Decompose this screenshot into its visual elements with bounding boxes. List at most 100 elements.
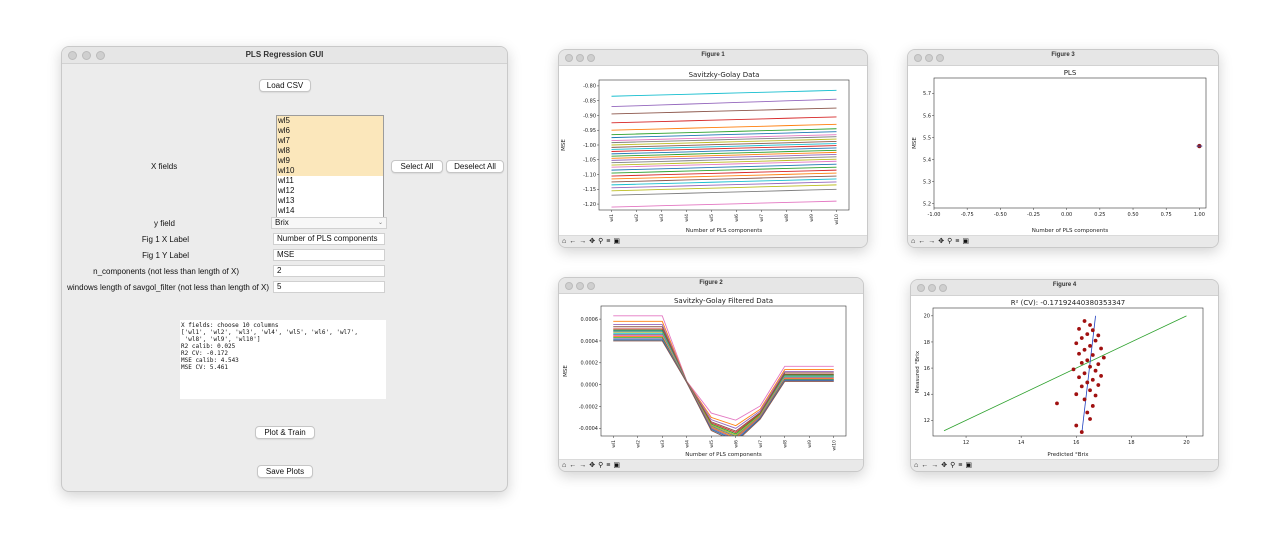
y-tick-label: 12 [924,418,930,424]
fig1-x-label-input[interactable]: Number of PLS components [273,233,385,245]
configure-icon[interactable]: ≡ [958,462,963,469]
y-tick-label: 5.2 [923,201,931,207]
x-field-item-wl13[interactable]: wl13 [278,196,295,205]
zoom-icon[interactable]: ⚲ [598,462,604,469]
window-length-input[interactable]: 5 [273,281,385,293]
configure-icon[interactable]: ≡ [606,238,611,245]
forward-arrow-icon[interactable]: → [928,238,936,245]
x-field-item-wl5[interactable]: wl5 [277,116,383,126]
save-icon[interactable]: ▣ [613,238,620,245]
x-fields-listbox[interactable]: wl5 wl6 wl7 wl8 wl9 wl10 wl11 wl12 wl13 wl14 [276,115,384,218]
close-window-button[interactable] [565,54,573,62]
output-line: R2 CV: -0.172 [181,350,228,357]
zoom-icon[interactable]: ⚲ [950,462,956,469]
deselect-all-button[interactable]: Deselect All [446,160,504,173]
x-field-item-wl6[interactable]: wl6 [277,126,383,136]
forward-arrow-icon[interactable]: → [931,462,939,469]
save-icon[interactable]: ▣ [613,462,620,469]
close-window-button[interactable] [68,51,77,60]
load-csv-button[interactable]: Load CSV [259,79,311,92]
pan-icon[interactable]: ✥ [589,462,596,469]
y-field-select[interactable]: Brix ⌄ [271,217,387,229]
window-controls [68,51,110,69]
save-icon[interactable]: ▣ [962,238,969,245]
fig1-y-label-input[interactable]: MSE [273,249,385,261]
back-arrow-icon[interactable]: ← [569,238,577,245]
plot-train-button[interactable]: Plot & Train [255,426,315,439]
plot-area [943,315,1187,434]
x-field-item-wl8[interactable]: wl8 [277,146,383,156]
fit-line [1081,315,1096,434]
home-icon[interactable]: ⌂ [911,238,916,245]
configure-icon[interactable]: ≡ [606,462,611,469]
home-icon[interactable]: ⌂ [914,462,919,469]
figure-window-title: Figure 4 [1052,282,1077,288]
pan-icon[interactable]: ✥ [941,462,948,469]
back-arrow-icon[interactable]: ← [921,462,929,469]
x-field-item-wl9[interactable]: wl9 [277,156,383,166]
series-line [611,184,837,192]
pan-icon[interactable]: ✥ [938,238,945,245]
minimize-window-button[interactable] [82,51,91,60]
zoom-window-button[interactable] [936,54,944,62]
x-field-item-wl11[interactable]: wl11 [278,176,294,185]
figure-window-title: Figure 3 [1051,52,1075,58]
figure-toolbar: ⌂ ← → ✥ ⚲ ≡ ▣ [908,235,1218,247]
x-tick-label: wl10 [834,214,840,225]
zoom-window-button[interactable] [939,284,947,292]
x-tick-label: -0.75 [961,212,974,218]
n-components-input[interactable]: 2 [273,265,385,277]
figure-1-window: Figure 1 Savitzky-Golay Data Number of PLS… [558,49,868,248]
main-titlebar: PLS Regression GUI [62,47,507,64]
x-field-item-wl7[interactable]: wl7 [277,136,383,146]
series-line [611,116,837,124]
zoom-window-button[interactable] [587,54,595,62]
pan-icon[interactable]: ✥ [589,238,596,245]
minimize-window-button[interactable] [576,282,584,290]
zoom-window-button[interactable] [96,51,105,60]
data-point [1096,383,1101,387]
y-tick-label: 14 [924,392,930,398]
close-window-button[interactable] [914,54,922,62]
zoom-icon[interactable]: ⚲ [598,238,604,245]
close-window-button[interactable] [565,282,573,290]
output-line: X fields: choose 10 columns [181,322,279,329]
data-point [1079,360,1084,365]
x-tick-label: wl7 [758,440,764,448]
home-icon[interactable]: ⌂ [562,238,567,245]
data-point [1088,417,1092,421]
x-tick-label: 18 [1128,440,1134,446]
y-axis-label: Measured °Brix [915,350,921,393]
x-axis-label: Number of PLS components [1032,228,1109,234]
minimize-window-button[interactable] [928,284,936,292]
x-field-item-wl10[interactable]: wl10 [277,166,383,176]
y-tick-label: 5.3 [923,179,931,185]
save-icon[interactable]: ▣ [965,462,972,469]
series-line [611,156,837,164]
close-window-button[interactable] [917,284,925,292]
select-all-button[interactable]: Select All [391,160,443,173]
series-line [611,160,837,168]
configure-icon[interactable]: ≡ [955,238,960,245]
data-point [1085,332,1090,337]
output-line: MSE CV: 5.461 [181,364,228,371]
minimize-window-button[interactable] [576,54,584,62]
home-icon[interactable]: ⌂ [562,462,567,469]
x-tick-label: wl1 [609,214,615,222]
x-field-item-wl12[interactable]: wl12 [278,186,295,195]
save-plots-button[interactable]: Save Plots [257,465,313,478]
x-field-item-wl14[interactable]: wl14 [278,206,295,215]
back-arrow-icon[interactable]: ← [918,238,926,245]
y-tick-label: -1.15 [583,187,596,193]
plot-title: Savitzky-Golay Filtered Data [674,297,773,305]
zoom-icon[interactable]: ⚲ [947,238,953,245]
figure-canvas: PLS Number of PLS components MSE -1.00 -0.75… [908,66,1218,236]
minimize-window-button[interactable] [925,54,933,62]
forward-arrow-icon[interactable]: → [579,462,587,469]
data-point [1077,351,1081,356]
plot-frame [933,77,1207,209]
zoom-window-button[interactable] [587,282,595,290]
series-line [611,123,837,131]
back-arrow-icon[interactable]: ← [569,462,577,469]
forward-arrow-icon[interactable]: → [579,238,587,245]
